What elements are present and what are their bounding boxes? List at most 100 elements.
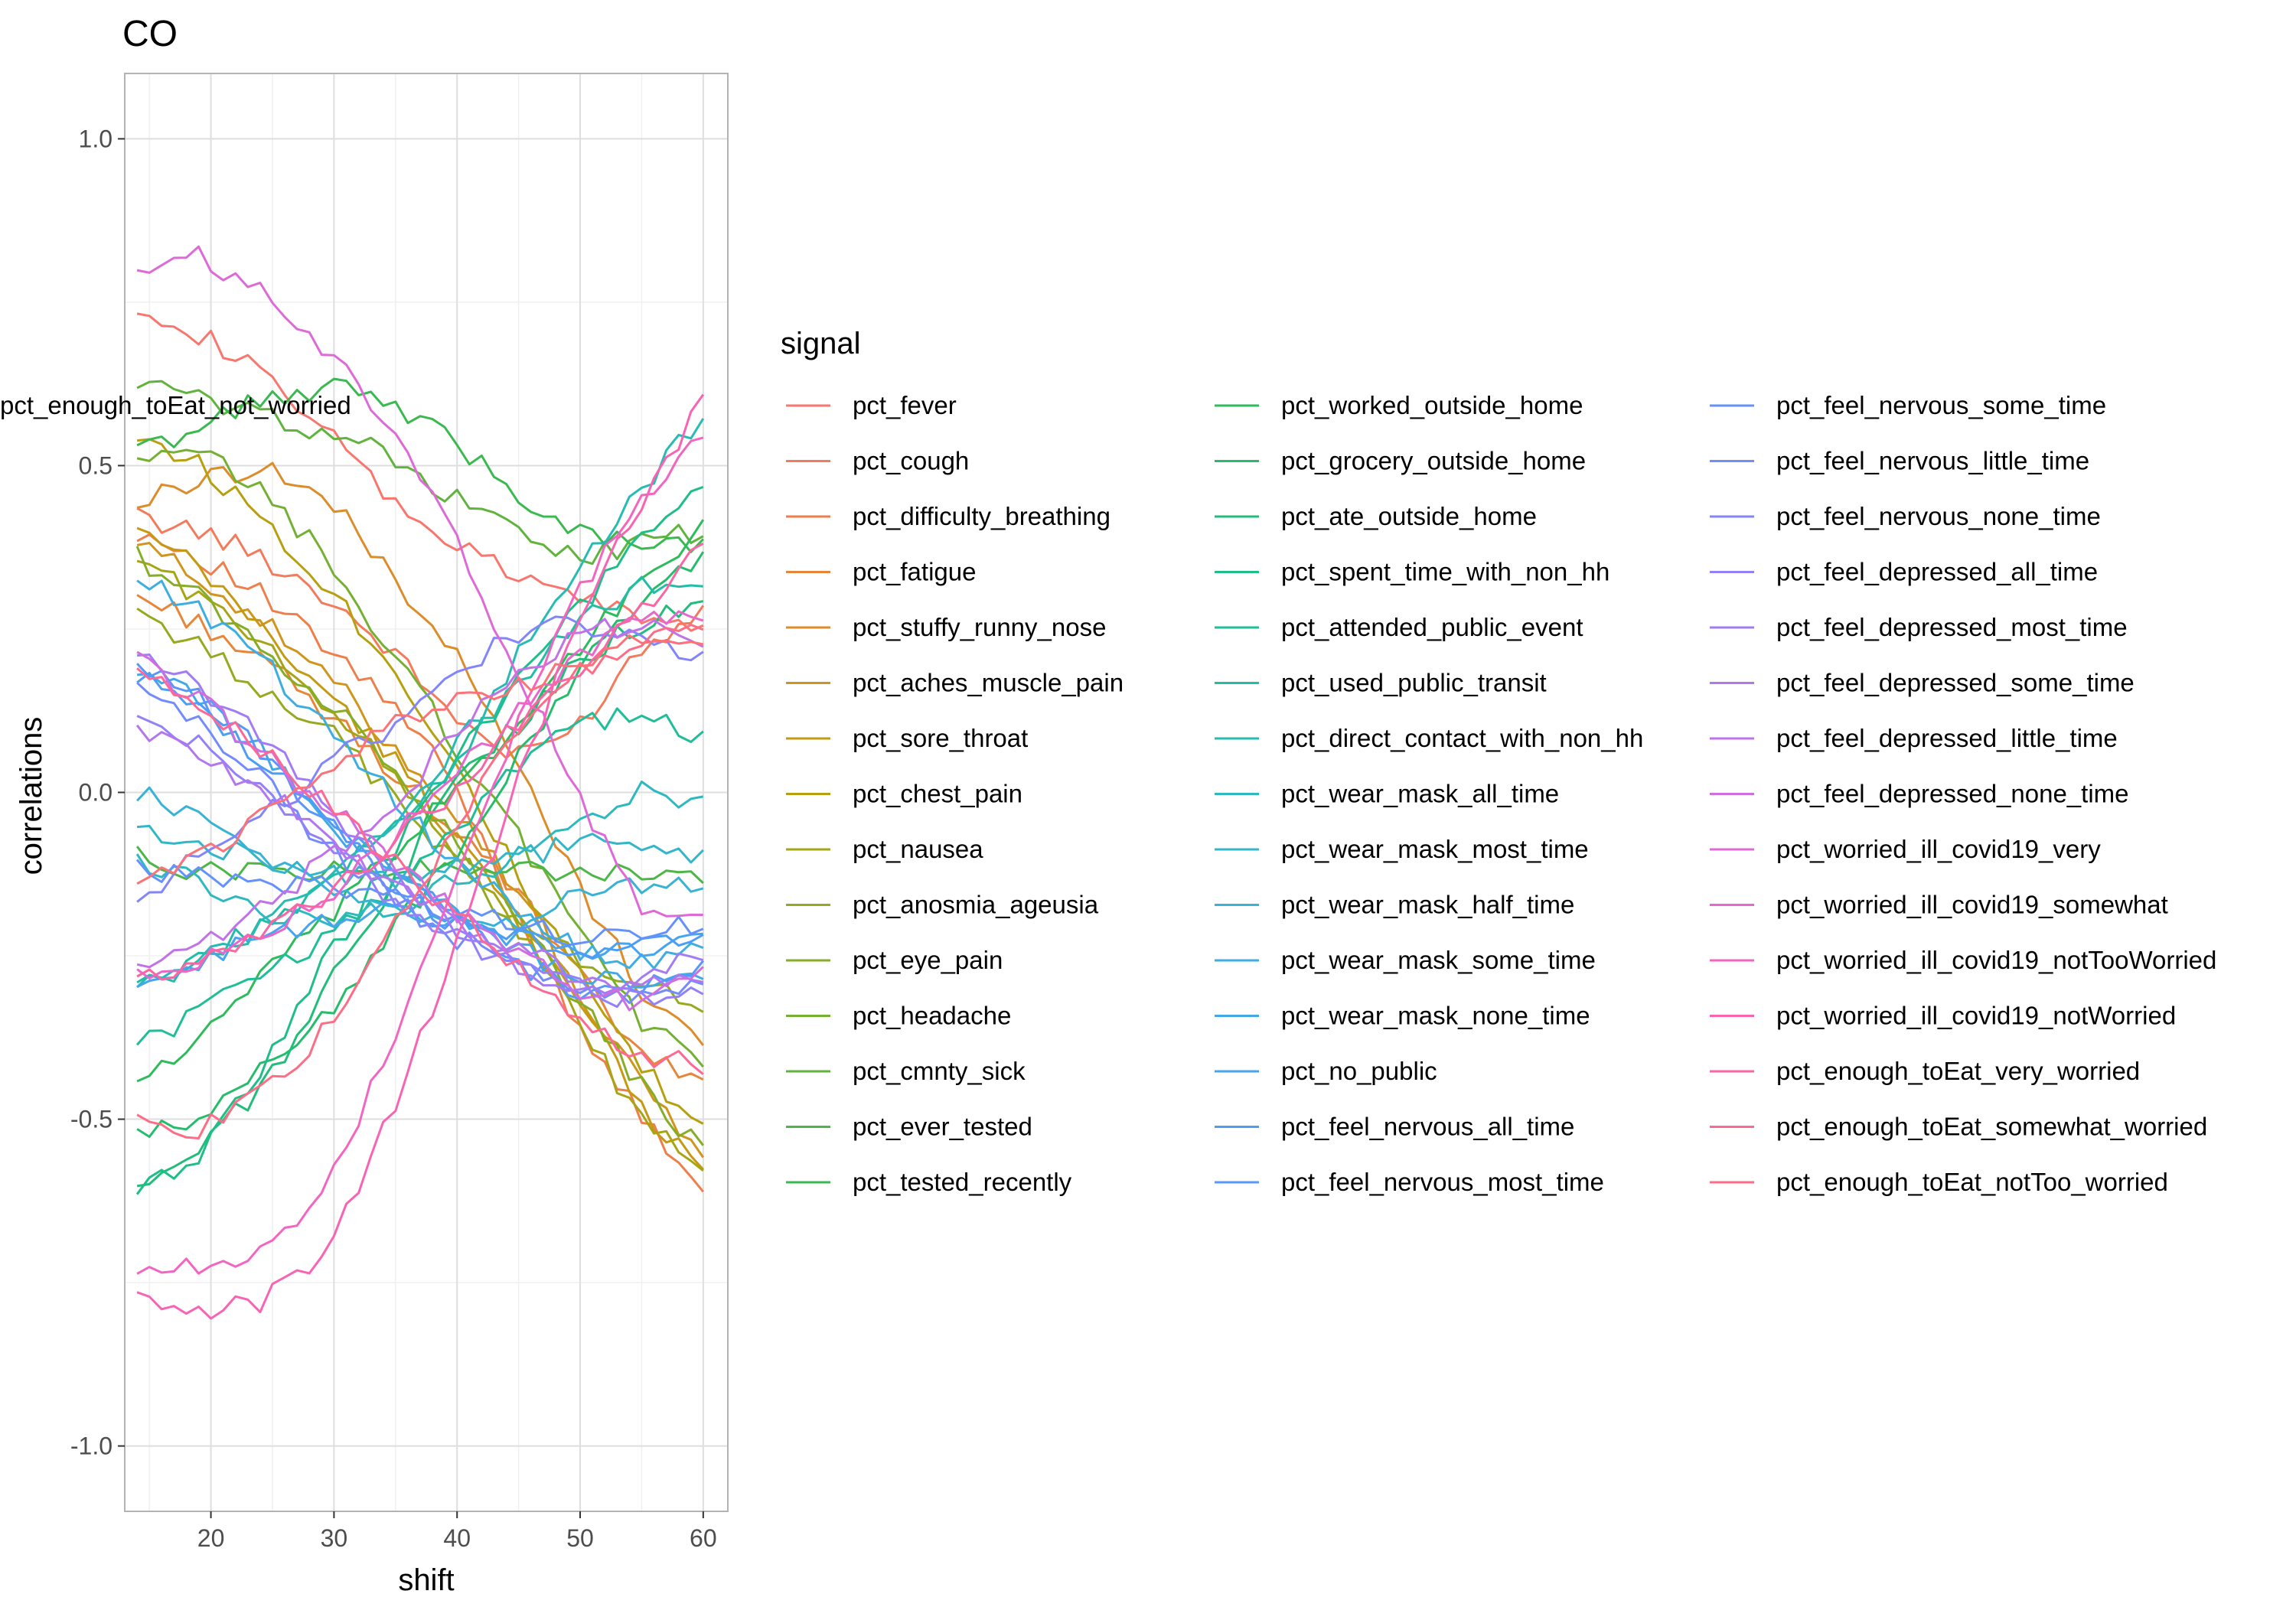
legend-item: pct_feel_depressed_little_time <box>1710 724 2118 752</box>
legend-label: pct_feel_nervous_all_time <box>1281 1113 1574 1141</box>
legend-item: pct_nausea <box>786 835 983 863</box>
series-line-pct_enough_toEat_not_worried <box>136 634 704 885</box>
legend-label: pct_headache <box>853 1002 1011 1030</box>
x-axis-ticks: 20 30 40 50 60 <box>197 1511 717 1552</box>
y-tick-label: -1.0 <box>70 1433 113 1460</box>
legend-label: pct_ever_tested <box>853 1113 1032 1141</box>
legend-label: pct_wear_mask_all_time <box>1281 780 1559 808</box>
series-line-pct_enough_toEat_notToo_worried <box>136 624 704 1139</box>
legend-label: pct_wear_mask_most_time <box>1281 835 1589 863</box>
legend-item: pct_difficulty_breathing <box>786 502 1110 530</box>
x-tick-label: 40 <box>443 1524 471 1552</box>
series-line-pct_wear_mask_most_time <box>136 824 704 889</box>
legend-item: pct_ever_tested <box>786 1113 1032 1141</box>
series-line-pct_feel_depressed_none_time <box>136 650 704 1012</box>
legend-label: pct_chest_pain <box>853 780 1022 808</box>
legend-label: pct_feel_nervous_some_time <box>1776 391 2106 419</box>
series-line-pct_used_public_transit <box>136 575 703 984</box>
legend: pct_fever pct_cough pct_difficulty_breathi… <box>0 391 2216 1196</box>
series-line-pct_feel_nervous_some_time <box>135 859 704 947</box>
legend-item: pct_enough_toEat_somewhat_worried <box>1710 1113 2207 1141</box>
legend-item: pct_feel_depressed_most_time <box>1710 613 2128 641</box>
legend-label: pct_tested_recently <box>853 1168 1072 1196</box>
legend-label: pct_direct_contact_with_non_hh <box>1281 724 1643 752</box>
series-line-pct_wear_mask_some_time <box>136 579 704 970</box>
legend-item: pct_spent_time_with_non_hh <box>1215 558 1609 586</box>
series-line-pct_feel_nervous_little_time <box>136 682 704 1005</box>
legend-label: pct_enough_toEat_very_worried <box>1776 1057 2140 1085</box>
legend-label: pct_worried_ill_covid19_notTooWorried <box>1776 946 2216 974</box>
grid-lines <box>125 73 728 1511</box>
legend-label: pct_enough_toEat_not_worried <box>0 391 351 419</box>
legend-label: pct_stuffy_runny_nose <box>853 613 1106 641</box>
legend-label: pct_fatigue <box>853 558 976 586</box>
legend-label: pct_worried_ill_covid19_very <box>1776 835 2101 863</box>
y-tick-label: 0.5 <box>79 451 113 479</box>
legend-item: pct_cmnty_sick <box>786 1057 1026 1085</box>
legend-item: pct_used_public_transit <box>1215 669 1547 697</box>
legend-item: pct_feel_depressed_none_time <box>1710 780 2129 808</box>
legend-item: pct_enough_toEat_not_worried <box>0 391 351 419</box>
legend-label: pct_no_public <box>1281 1057 1437 1085</box>
legend-label: pct_feel_depressed_all_time <box>1776 558 2098 586</box>
legend-label: pct_anosmia_ageusia <box>853 891 1099 919</box>
legend-item: pct_grocery_outside_home <box>1215 447 1586 475</box>
series-line-pct_feel_depressed_all_time <box>136 715 704 1009</box>
y-tick-label: -0.5 <box>70 1106 113 1133</box>
series-line-pct_headache <box>136 448 704 1068</box>
legend-item: pct_worried_ill_covid19_somewhat <box>1710 891 2168 919</box>
x-tick-label: 30 <box>321 1524 348 1552</box>
series-line-pct_worried_ill_covid19_notTooWorried <box>136 436 704 1275</box>
y-axis-title: correlations <box>15 717 48 875</box>
legend-label: pct_cmnty_sick <box>853 1057 1026 1085</box>
legend-item: pct_tested_recently <box>786 1168 1072 1196</box>
legend-item: pct_sore_throat <box>786 724 1028 752</box>
legend-item: pct_wear_mask_some_time <box>1215 946 1596 974</box>
series-line-pct_worried_ill_covid19_very <box>136 245 703 918</box>
x-axis-title: shift <box>398 1563 454 1597</box>
series-line-pct_spent_time_with_non_hh <box>135 485 704 1195</box>
y-axis-ticks: 1.0 0.5 0.0 -0.5 -1.0 <box>70 125 125 1460</box>
legend-label: pct_aches_muscle_pain <box>853 669 1124 697</box>
x-tick-label: 20 <box>197 1524 225 1552</box>
series-line-pct_tested_recently <box>136 377 704 553</box>
legend-label: pct_nausea <box>853 835 983 863</box>
series-line-pct_aches_muscle_pain <box>136 542 705 1159</box>
legend-label: pct_used_public_transit <box>1281 669 1547 697</box>
legend-item: pct_wear_mask_none_time <box>1215 1002 1590 1030</box>
legend-item: pct_feel_nervous_all_time <box>1215 1113 1574 1141</box>
legend-item: pct_feel_nervous_little_time <box>1710 447 2089 475</box>
legend-item: pct_enough_toEat_notToo_worried <box>1710 1168 2168 1196</box>
legend-label: pct_eye_pain <box>853 946 1003 974</box>
series-line-pct_difficulty_breathing <box>136 533 704 1193</box>
legend-item: pct_ate_outside_home <box>1215 502 1537 530</box>
legend-label: pct_feel_nervous_little_time <box>1776 447 2089 475</box>
series-line-pct_stuffy_runny_nose <box>136 461 704 1046</box>
series-line-pct_chest_pain <box>136 438 704 1125</box>
series-line-pct_feel_depressed_little_time <box>136 618 704 969</box>
legend-item: pct_enough_toEat_very_worried <box>1710 1057 2140 1085</box>
series-line-pct_cmnty_sick <box>136 380 704 566</box>
legend-label: pct_spent_time_with_non_hh <box>1281 558 1609 586</box>
legend-item: pct_direct_contact_with_non_hh <box>1215 724 1643 752</box>
legend-label: pct_wear_mask_some_time <box>1281 946 1596 974</box>
legend-item: pct_chest_pain <box>786 780 1022 808</box>
legend-item: pct_anosmia_ageusia <box>786 891 1099 919</box>
legend-item: pct_headache <box>786 1002 1011 1030</box>
legend-label: pct_worried_ill_covid19_notWorried <box>1776 1002 2176 1030</box>
legend-item: pct_cough <box>786 447 969 475</box>
series-line-pct_wear_mask_all_time <box>135 781 704 928</box>
legend-title: signal <box>781 327 861 360</box>
legend-label: pct_feel_depressed_none_time <box>1776 780 2129 808</box>
series-line-pct_worried_ill_covid19_somewhat <box>136 610 704 980</box>
x-tick-label: 50 <box>566 1524 594 1552</box>
legend-label: pct_fever <box>853 391 957 419</box>
legend-item: pct_aches_muscle_pain <box>786 669 1124 697</box>
y-tick-label: 1.0 <box>79 125 113 152</box>
legend-item: pct_feel_depressed_some_time <box>1710 669 2135 697</box>
legend-label: pct_attended_public_event <box>1281 613 1583 641</box>
legend-label: pct_feel_nervous_most_time <box>1281 1168 1604 1196</box>
legend-item: pct_feel_nervous_some_time <box>1710 391 2106 419</box>
legend-item: pct_worried_ill_covid19_notWorried <box>1710 1002 2176 1030</box>
